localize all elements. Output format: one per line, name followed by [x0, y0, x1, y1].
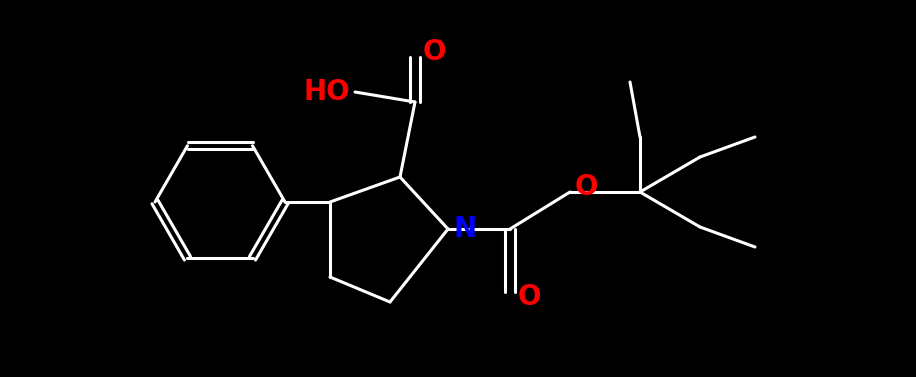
Text: O: O: [423, 38, 446, 66]
Text: O: O: [518, 283, 541, 311]
Text: HO: HO: [303, 78, 350, 106]
Text: O: O: [575, 173, 598, 201]
Text: N: N: [453, 215, 476, 243]
